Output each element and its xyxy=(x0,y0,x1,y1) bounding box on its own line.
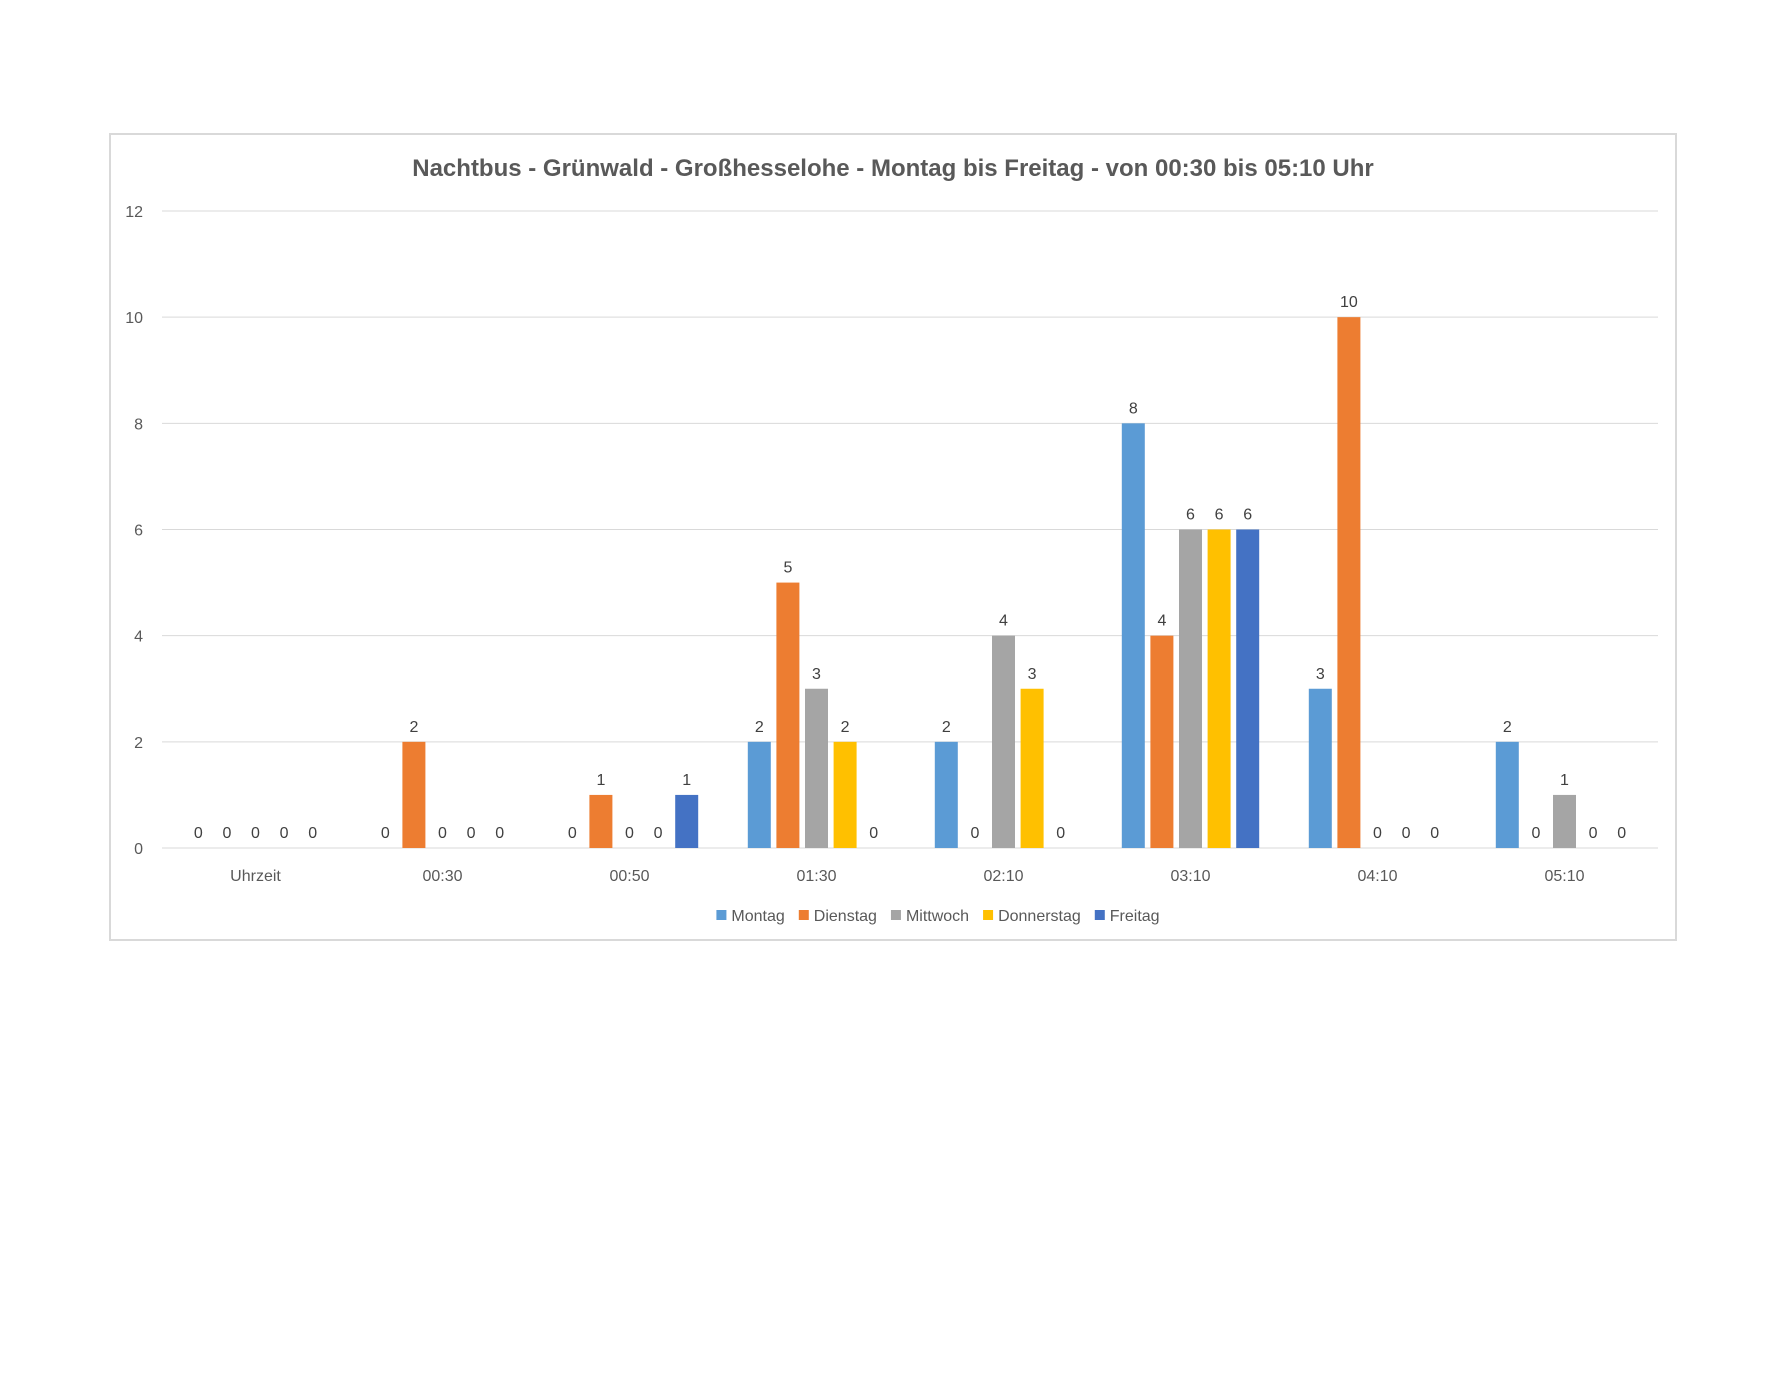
y-tick-label: 6 xyxy=(134,523,143,540)
bar-montag-6 xyxy=(1308,688,1332,848)
data-label: 2 xyxy=(755,719,764,736)
data-label: 0 xyxy=(568,825,577,842)
bar-mittwoch-4 xyxy=(992,635,1015,848)
chart-frame xyxy=(109,133,1677,941)
y-tick-label: 8 xyxy=(134,416,143,433)
data-label: 0 xyxy=(869,825,878,842)
legend-swatch-donnerstag xyxy=(983,910,994,920)
data-label: 0 xyxy=(495,825,504,842)
bar-freitag-5 xyxy=(1236,529,1260,848)
data-label: 0 xyxy=(308,825,317,842)
legend-swatch-dienstag xyxy=(798,910,809,920)
bar-montag-3 xyxy=(747,741,771,848)
data-label: 3 xyxy=(1028,666,1037,683)
data-label: 0 xyxy=(625,825,634,842)
data-label: 6 xyxy=(1243,507,1252,524)
x-axis-ticks: Uhrzeit 00:30 00:50 01:30 02:10 03:10 04:10 05:… xyxy=(230,868,1584,885)
data-label: 6 xyxy=(1186,507,1195,524)
data-label: 1 xyxy=(596,772,605,789)
bar-donnerstag-4 xyxy=(1020,688,1044,848)
bar-freitag-2 xyxy=(675,794,699,848)
chart-title: Nachtbus - Grünwald - Großhesselohe - Mo… xyxy=(412,155,1374,182)
y-tick-label: 10 xyxy=(125,310,143,327)
legend-label-mittwoch: Mittwoch xyxy=(906,908,969,925)
data-label: 0 xyxy=(970,825,979,842)
bars xyxy=(402,317,1576,849)
data-label: 0 xyxy=(1373,825,1382,842)
gridlines xyxy=(162,210,1658,849)
bar-dienstag-6 xyxy=(1337,317,1361,849)
data-label: 0 xyxy=(194,825,203,842)
legend-label-freitag: Freitag xyxy=(1110,908,1160,925)
data-label: 0 xyxy=(467,825,476,842)
y-tick-label: 4 xyxy=(134,629,143,646)
x-tick-label: Uhrzeit xyxy=(230,868,281,885)
bar-dienstag-3 xyxy=(776,582,800,848)
bar-montag-4 xyxy=(934,741,958,848)
x-tick-label: 04:10 xyxy=(1357,868,1397,885)
bar-montag-7 xyxy=(1495,741,1519,848)
legend-label-montag: Montag xyxy=(731,908,784,925)
data-label: 8 xyxy=(1129,400,1138,417)
data-label: 5 xyxy=(783,560,792,577)
data-label: 0 xyxy=(438,825,447,842)
legend: Montag Dienstag Mittwoch Donnerstag Freitag xyxy=(716,908,1160,925)
y-tick-label: 0 xyxy=(134,841,143,858)
data-label: 0 xyxy=(222,825,231,842)
x-tick-label: 00:50 xyxy=(609,868,649,885)
data-label: 3 xyxy=(812,666,821,683)
data-label: 0 xyxy=(1056,825,1065,842)
x-tick-label: 01:30 xyxy=(796,868,836,885)
data-label: 3 xyxy=(1316,666,1325,683)
data-label: 0 xyxy=(1531,825,1540,842)
data-label: 4 xyxy=(999,613,1008,630)
data-label: 1 xyxy=(682,772,691,789)
bar-dienstag-1 xyxy=(402,741,426,848)
y-tick-label: 2 xyxy=(134,735,143,752)
data-label: 6 xyxy=(1215,507,1224,524)
x-tick-label: 03:10 xyxy=(1170,868,1210,885)
bar-mittwoch-7 xyxy=(1553,794,1576,848)
data-label: 2 xyxy=(1503,719,1512,736)
bar-dienstag-2 xyxy=(589,794,613,848)
legend-label-dienstag: Dienstag xyxy=(814,908,877,925)
data-label: 2 xyxy=(841,719,850,736)
x-tick-label: 00:30 xyxy=(422,868,462,885)
data-label: 4 xyxy=(1157,613,1166,630)
legend-swatch-freitag xyxy=(1094,910,1105,920)
y-tick-label: 12 xyxy=(125,204,143,221)
bar-montag-5 xyxy=(1121,423,1145,848)
data-label: 0 xyxy=(654,825,663,842)
bar-mittwoch-5 xyxy=(1179,529,1202,848)
x-tick-label: 05:10 xyxy=(1544,868,1584,885)
y-axis-ticks: 0 2 4 6 8 10 12 xyxy=(125,204,143,858)
data-label: 10 xyxy=(1340,294,1358,311)
bar-donnerstag-3 xyxy=(833,741,857,848)
x-tick-label: 02:10 xyxy=(983,868,1023,885)
data-label: 2 xyxy=(409,719,418,736)
legend-label-donnerstag: Donnerstag xyxy=(998,908,1081,925)
bar-dienstag-5 xyxy=(1150,635,1174,848)
data-label: 0 xyxy=(1589,825,1598,842)
data-label: 0 xyxy=(280,825,289,842)
data-label: 0 xyxy=(1402,825,1411,842)
bar-mittwoch-3 xyxy=(805,688,828,848)
data-label: 0 xyxy=(251,825,260,842)
data-label: 0 xyxy=(1430,825,1439,842)
data-label: 0 xyxy=(381,825,390,842)
data-label: 0 xyxy=(1617,825,1626,842)
data-label: 1 xyxy=(1560,772,1569,789)
data-label: 2 xyxy=(942,719,951,736)
bar-donnerstag-5 xyxy=(1207,529,1231,848)
legend-swatch-montag xyxy=(716,910,727,920)
legend-swatch-mittwoch xyxy=(890,910,901,920)
